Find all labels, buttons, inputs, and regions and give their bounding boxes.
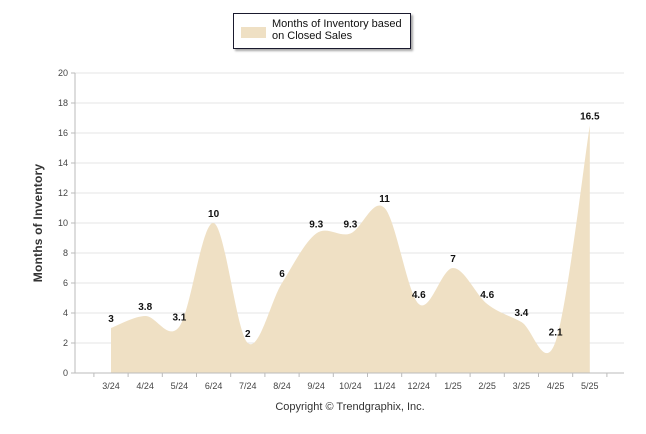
x-tick-label-9-24: 9/24 bbox=[307, 381, 325, 391]
data-label-5-24: 3.1 bbox=[172, 313, 186, 324]
y-tick-label-16: 16 bbox=[58, 128, 68, 138]
y-tick-label-20: 20 bbox=[58, 68, 68, 78]
axes bbox=[71, 72, 624, 377]
data-label-10-24: 9.3 bbox=[343, 220, 357, 231]
legend-swatch bbox=[241, 27, 266, 38]
x-tick-label-11-24: 11/24 bbox=[374, 381, 396, 391]
area-series-months-of-inventory bbox=[111, 125, 590, 373]
x-tick-label-5-25: 5/25 bbox=[581, 381, 599, 391]
legend: Months of Inventory based on Closed Sale… bbox=[233, 13, 411, 49]
x-tick-label-8-24: 8/24 bbox=[273, 381, 291, 391]
x-tick-label-3-24: 3/24 bbox=[102, 381, 120, 391]
y-tick-label-14: 14 bbox=[58, 158, 68, 168]
data-label-3-24: 3 bbox=[108, 314, 114, 325]
y-tick-label-0: 0 bbox=[63, 368, 68, 378]
data-label-6-24: 10 bbox=[208, 209, 220, 220]
data-label-12-24: 4.6 bbox=[412, 290, 426, 301]
data-label-4-25: 2.1 bbox=[549, 328, 563, 339]
x-tick-label-4-25: 4/25 bbox=[547, 381, 565, 391]
legend-label-line2: on Closed Sales bbox=[272, 30, 353, 42]
x-tick-label-10-24: 10/24 bbox=[339, 381, 362, 391]
y-tick-label-18: 18 bbox=[58, 98, 68, 108]
x-tick-label-3-25: 3/25 bbox=[513, 381, 531, 391]
data-label-3-25: 3.4 bbox=[514, 308, 528, 319]
data-label-4-24: 3.8 bbox=[138, 302, 152, 313]
x-tick-labels: 3/24 4/24 5/24 6/24 7/24 8/24 9/24 10/24 11/24 12… bbox=[102, 381, 598, 391]
x-tick-label-6-24: 6/24 bbox=[205, 381, 223, 391]
data-label-11-24: 11 bbox=[379, 194, 390, 205]
data-label-9-24: 9.3 bbox=[309, 220, 323, 231]
y-tick-label-6: 6 bbox=[63, 278, 68, 288]
x-tick-label-5-24: 5/24 bbox=[171, 381, 189, 391]
data-label-8-24: 6 bbox=[279, 269, 285, 280]
x-tick-label-12-24: 12/24 bbox=[408, 381, 431, 391]
y-tick-labels: 0 2 4 6 8 10 12 14 16 18 20 bbox=[58, 68, 68, 378]
data-label-5-25: 16.5 bbox=[580, 112, 600, 123]
data-label-7-24: 2 bbox=[245, 329, 251, 340]
y-tick-label-2: 2 bbox=[63, 338, 68, 348]
data-label-2-25: 4.6 bbox=[480, 290, 494, 301]
y-tick-label-8: 8 bbox=[63, 248, 68, 258]
x-tick-label-7-24: 7/24 bbox=[239, 381, 257, 391]
data-labels: 3 3.8 3.1 10 2 6 9.3 9.3 11 4.6 7 4.6 3.4 2.1 16.5 bbox=[108, 112, 600, 341]
y-tick-label-4: 4 bbox=[63, 308, 68, 318]
y-axis-title: Months of Inventory bbox=[31, 163, 45, 283]
x-tick-label-1-25: 1/25 bbox=[444, 381, 462, 391]
legend-label: Months of Inventory based on Closed Sale… bbox=[272, 18, 408, 42]
copyright-text: Copyright © Trendgraphix, Inc. bbox=[275, 401, 425, 413]
x-tick-label-2-25: 2/25 bbox=[478, 381, 496, 391]
legend-label-line1: Months of Inventory based bbox=[272, 18, 402, 30]
y-tick-label-10: 10 bbox=[58, 218, 68, 228]
y-tick-label-12: 12 bbox=[58, 188, 68, 198]
data-label-1-25: 7 bbox=[450, 254, 456, 265]
x-tick-label-4-24: 4/24 bbox=[136, 381, 154, 391]
